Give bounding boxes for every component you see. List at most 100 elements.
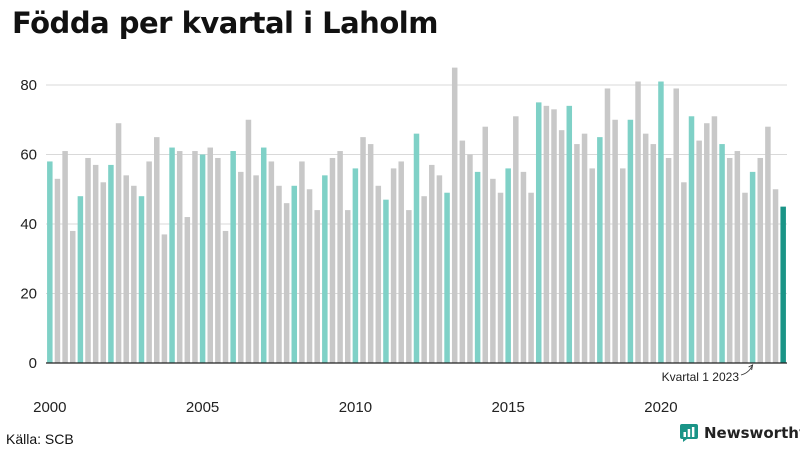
y-tick-label: 80	[20, 77, 37, 94]
bars	[47, 67, 786, 364]
bar	[505, 168, 511, 363]
bar	[199, 154, 206, 363]
x-tick-label: 2000	[33, 399, 66, 416]
x-tick-label: 2020	[644, 399, 677, 416]
annotation: Kvartal 1 2023	[662, 364, 754, 384]
bar	[574, 144, 580, 363]
axes: 0 20 40 60 80 2000 2005 2010 2015 2020	[20, 77, 787, 416]
bar	[604, 88, 611, 363]
bar	[62, 151, 68, 363]
bar	[154, 137, 160, 364]
bar	[260, 147, 267, 363]
bar	[306, 189, 313, 363]
bar	[772, 189, 779, 363]
y-tick-label: 0	[29, 355, 37, 372]
bar	[719, 144, 725, 363]
annotation-arrowhead	[748, 364, 754, 371]
bar	[238, 171, 244, 364]
bar	[383, 199, 389, 363]
bar	[146, 161, 152, 363]
bar	[558, 130, 565, 363]
bar	[612, 119, 618, 363]
bar	[47, 161, 53, 363]
bar	[673, 88, 679, 363]
bar	[413, 133, 420, 363]
bar	[474, 171, 481, 364]
bar	[215, 157, 221, 363]
bar	[665, 157, 672, 363]
x-tick-label: 2010	[339, 399, 372, 416]
x-tick-label: 2005	[186, 399, 219, 416]
bar	[497, 192, 504, 363]
bar	[451, 67, 458, 364]
bar	[749, 171, 756, 364]
bar	[352, 168, 359, 363]
bar	[268, 161, 275, 363]
bar	[314, 210, 320, 363]
bar	[138, 196, 145, 363]
bar	[299, 161, 305, 363]
bar	[467, 154, 473, 363]
bar	[367, 144, 374, 363]
bar	[169, 147, 175, 363]
newsworthy-logo-icon	[680, 424, 698, 442]
bar	[429, 164, 435, 363]
bar	[535, 102, 542, 364]
bar	[131, 185, 137, 363]
bar	[513, 116, 519, 363]
bar	[780, 206, 786, 364]
bar	[322, 175, 328, 363]
bar	[276, 185, 282, 363]
y-tick-label: 40	[20, 216, 37, 233]
bar	[184, 217, 191, 363]
bar	[108, 164, 114, 363]
bar	[757, 157, 764, 363]
bar	[551, 109, 557, 363]
bar	[597, 137, 603, 364]
bar	[222, 230, 229, 363]
bar	[283, 203, 290, 363]
bar	[642, 133, 649, 363]
bar	[176, 151, 183, 363]
bar	[482, 126, 488, 363]
bar	[696, 140, 702, 363]
x-tick-label: 2015	[491, 399, 524, 416]
bar	[742, 192, 748, 363]
bar	[406, 210, 412, 363]
bar	[543, 105, 550, 363]
bar	[734, 151, 741, 363]
bar	[54, 178, 61, 363]
bar	[520, 171, 527, 364]
bar	[100, 182, 107, 363]
bar	[375, 185, 382, 363]
brand[interactable]: Newsworthy	[680, 424, 800, 442]
bar	[681, 182, 687, 363]
bar	[650, 144, 657, 363]
bar	[192, 151, 198, 363]
bar	[490, 178, 496, 363]
bar	[245, 119, 252, 363]
bar	[390, 168, 397, 363]
y-tick-label: 20	[20, 286, 37, 303]
brand-name: Newsworthy	[704, 424, 800, 442]
bar	[627, 119, 634, 363]
bar	[581, 133, 588, 363]
bar	[230, 151, 236, 363]
source-label: Källa: SCB	[6, 431, 74, 447]
bar	[711, 116, 718, 363]
bar	[658, 81, 664, 364]
bar	[69, 230, 76, 363]
bar	[329, 157, 336, 363]
bar	[161, 234, 168, 363]
bar	[398, 161, 404, 363]
bar	[77, 196, 84, 363]
chart-title: Födda per kvartal i Laholm	[12, 6, 438, 40]
bar	[704, 123, 710, 363]
y-tick-label: 60	[20, 147, 37, 164]
annotation-arrow	[740, 364, 754, 376]
bar	[345, 210, 351, 363]
bar	[589, 168, 595, 363]
bar	[123, 175, 129, 363]
bar	[253, 175, 259, 363]
